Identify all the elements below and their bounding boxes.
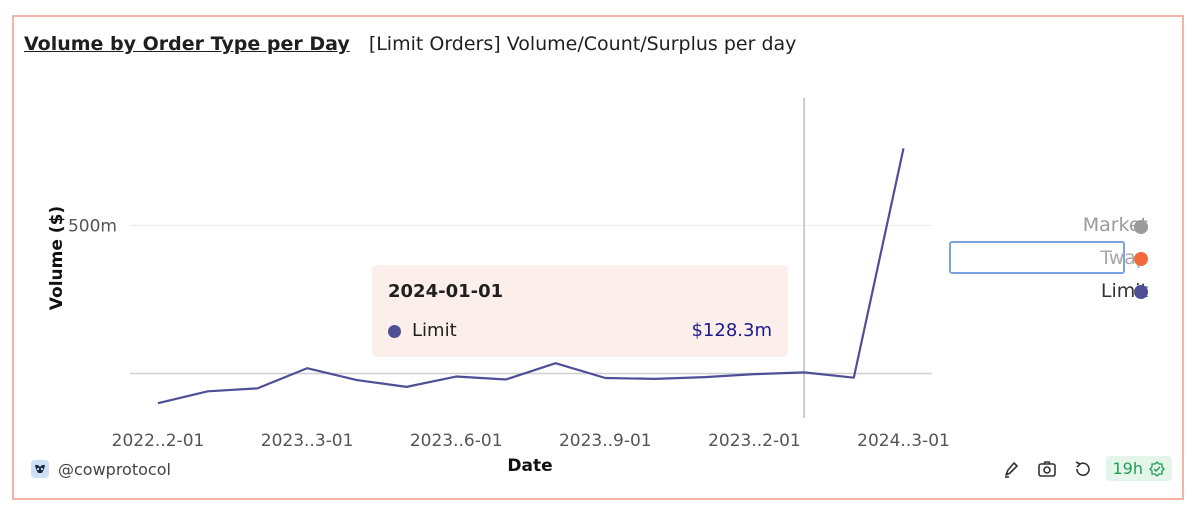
check-circle-icon (1149, 460, 1165, 477)
x-tick-label: 2022..2-01 (112, 431, 205, 451)
tooltip: 2024-01-01 Limit $128.3m (372, 265, 788, 357)
legend-dot-market (1134, 220, 1148, 234)
footer-actions: 19h (986, 456, 1172, 481)
legend-dot-limit (1134, 285, 1148, 299)
brand-link[interactable]: @cowprotocol (30, 459, 171, 479)
cow-logo-icon (31, 460, 49, 478)
legend-dot-twap (1134, 252, 1148, 266)
freshness-label: 19h (1112, 459, 1144, 478)
tooltip-series-label: Limit (412, 320, 457, 341)
freshness-badge[interactable]: 19h (1105, 456, 1172, 481)
series (157, 148, 905, 405)
chart-subtitle: [Limit Orders] Volume/Count/Surplus per … (368, 33, 797, 55)
header: Volume by Order Type per Day [Limit Orde… (24, 33, 796, 55)
series-line-limit[interactable] (157, 148, 905, 405)
tooltip-date: 2024-01-01 (388, 281, 504, 302)
y-tick-label: 500m (68, 216, 117, 236)
x-tick-label: 2023..9-01 (559, 431, 652, 451)
y-axis-title: Volume ($) (47, 206, 67, 310)
x-tick-label: 2024..3-01 (857, 431, 950, 451)
x-tick-label: 2023..3-01 (261, 431, 354, 451)
tooltip-series-dot (388, 325, 401, 338)
edit-icon[interactable] (1000, 458, 1022, 480)
camera-icon[interactable] (1036, 458, 1058, 480)
axes: 500m 2022..2-01 2023..3-01 2023..6-01 2023..… (68, 216, 950, 451)
grid (130, 98, 932, 418)
x-tick-label: 2023..2-01 (708, 431, 801, 451)
chart-card (12, 15, 1184, 500)
legend-focus-box (949, 241, 1125, 274)
refresh-icon[interactable] (1072, 458, 1094, 480)
brand-handle: @cowprotocol (58, 459, 171, 479)
legend-label-market: Market (1082, 214, 1148, 236)
x-axis-title: Date (507, 456, 552, 476)
tooltip-value: $128.3m (691, 320, 772, 341)
x-tick-label: 2023..6-01 (410, 431, 503, 451)
chart-title[interactable]: Volume by Order Type per Day (24, 33, 350, 55)
legend-item-market[interactable]: Market (1083, 214, 1148, 236)
